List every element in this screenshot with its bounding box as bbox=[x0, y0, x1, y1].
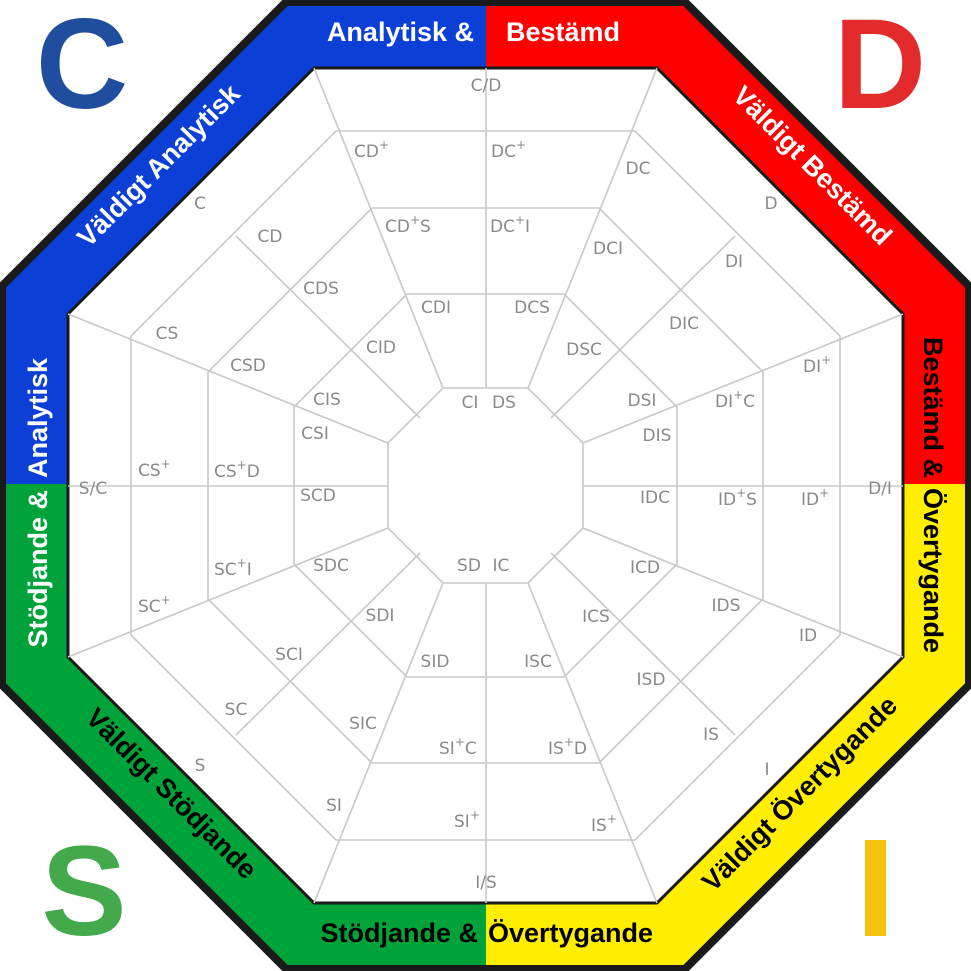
segment-grid bbox=[67, 67, 904, 904]
spoke-5 bbox=[527, 582, 658, 904]
cell-i: I bbox=[764, 760, 769, 780]
cell-dc-plus: DC+ bbox=[491, 138, 526, 162]
cell-di: DI bbox=[725, 252, 743, 272]
spoke-8 bbox=[67, 313, 389, 444]
cell-dc: DC bbox=[626, 159, 651, 179]
corner-letter-d: D bbox=[834, 0, 926, 136]
cell-sid: SID bbox=[421, 652, 450, 672]
cell-icd: ICD bbox=[630, 558, 660, 578]
spoke-6 bbox=[313, 582, 444, 904]
spoke-10 bbox=[550, 235, 736, 419]
spoke-11 bbox=[550, 552, 736, 736]
cell-cid: CID bbox=[366, 338, 396, 358]
cell-cd: CD bbox=[258, 227, 283, 247]
cell-id-plus: ID+ bbox=[801, 486, 829, 510]
cell-ds: DS bbox=[492, 393, 516, 413]
spoke-1 bbox=[313, 67, 444, 389]
cell-dcs: DCS bbox=[514, 298, 550, 318]
spoke-4 bbox=[582, 527, 904, 658]
cell-dic: DIC bbox=[669, 314, 699, 334]
cell-s: S bbox=[195, 756, 206, 776]
corner-letter-c: C bbox=[36, 0, 128, 136]
band-label-top-left: Analytisk & bbox=[327, 17, 474, 47]
spoke-7 bbox=[67, 527, 389, 658]
ring-2 bbox=[207, 207, 764, 764]
cell-sdi: SDI bbox=[366, 606, 395, 626]
cell-d: D bbox=[764, 194, 777, 214]
cell-sci: SCI bbox=[275, 645, 303, 665]
cell-c: C bbox=[194, 194, 206, 214]
cell-is: IS bbox=[703, 725, 719, 745]
band-label-left-top: Analytisk bbox=[23, 357, 53, 478]
spoke-9 bbox=[235, 235, 421, 419]
cell-d-i: D/I bbox=[868, 479, 892, 499]
cell-labels: C/D D/I I/S S/C C CD CDS CS CSD CDI DCS … bbox=[79, 76, 892, 893]
cell-dsc: DSC bbox=[566, 340, 602, 360]
cell-cds: CDS bbox=[303, 279, 339, 299]
cell-ics: ICS bbox=[582, 607, 610, 627]
cell-ids: IDS bbox=[712, 596, 741, 616]
cell-sdc: SDC bbox=[313, 556, 349, 576]
cell-ic: IC bbox=[493, 556, 510, 576]
band-label-right-top: Bestämd & bbox=[918, 337, 948, 478]
cell-sc-plus: SC+ bbox=[138, 593, 171, 617]
cell-s-c: S/C bbox=[79, 479, 107, 499]
spoke-3 bbox=[582, 313, 904, 444]
spoke-2 bbox=[527, 67, 658, 389]
cell-idc: IDC bbox=[640, 488, 670, 508]
band-label-bottom-left: Stödjande & bbox=[320, 918, 478, 948]
cell-si-plus: SI+ bbox=[454, 808, 480, 832]
cell-si: SI bbox=[326, 796, 342, 816]
cell-isd: ISD bbox=[637, 670, 666, 690]
cell-sc: SC bbox=[225, 700, 248, 720]
cell-cis: CIS bbox=[313, 390, 341, 410]
cell-cd-plus-s: CD+S bbox=[385, 213, 431, 237]
cell-scd: SCD bbox=[300, 486, 336, 506]
corner-letter-i bbox=[865, 840, 886, 936]
corner-letter-s: S bbox=[41, 820, 126, 963]
ring-3 bbox=[293, 293, 678, 678]
cell-labels-plus: CD+ DC+ CD+S DC+I DI+ DI+C CS+ CS+D ID+S… bbox=[138, 138, 831, 836]
cell-id-plus-s: ID+S bbox=[718, 486, 757, 510]
cell-cs-plus-d: CS+D bbox=[214, 458, 260, 482]
spoke-12 bbox=[235, 552, 421, 736]
cell-si-plus-c: SI+C bbox=[439, 735, 477, 759]
cell-dc-plus-i: DC+I bbox=[490, 213, 530, 237]
cell-di-plus-c: DI+C bbox=[715, 388, 755, 412]
cell-csd: CSD bbox=[230, 356, 266, 376]
cell-is-plus-d: IS+D bbox=[548, 735, 587, 759]
band-label-top-right: Bestämd bbox=[506, 17, 620, 47]
cell-i-s: I/S bbox=[475, 873, 497, 893]
cell-sd: SD bbox=[457, 556, 481, 576]
cell-csi: CSI bbox=[301, 424, 329, 444]
cell-cdi: CDI bbox=[421, 298, 451, 318]
ring-1 bbox=[130, 130, 841, 841]
cell-isc: ISC bbox=[524, 652, 552, 672]
band-label-bottom-right: Övertygande bbox=[488, 918, 653, 948]
cell-dci: DCI bbox=[593, 239, 623, 259]
cell-sc-plus-i: SC+I bbox=[214, 556, 252, 580]
cell-di-plus: DI+ bbox=[803, 353, 831, 377]
cell-cd-plus: CD+ bbox=[354, 138, 389, 162]
cell-cs: CS bbox=[156, 324, 179, 344]
cell-sic: SIC bbox=[349, 714, 377, 734]
cell-c-d: C/D bbox=[471, 76, 502, 96]
cell-is-plus: IS+ bbox=[591, 812, 617, 836]
band-label-right-bottom: Övertygande bbox=[918, 488, 948, 653]
band-label-left-bottom: Stödjande & bbox=[23, 490, 53, 648]
cell-cs-plus: CS+ bbox=[138, 457, 171, 481]
cell-id: ID bbox=[799, 626, 817, 646]
cell-ci: CI bbox=[462, 393, 479, 413]
cell-dis: DIS bbox=[643, 426, 672, 446]
cell-dsi: DSI bbox=[628, 391, 657, 411]
